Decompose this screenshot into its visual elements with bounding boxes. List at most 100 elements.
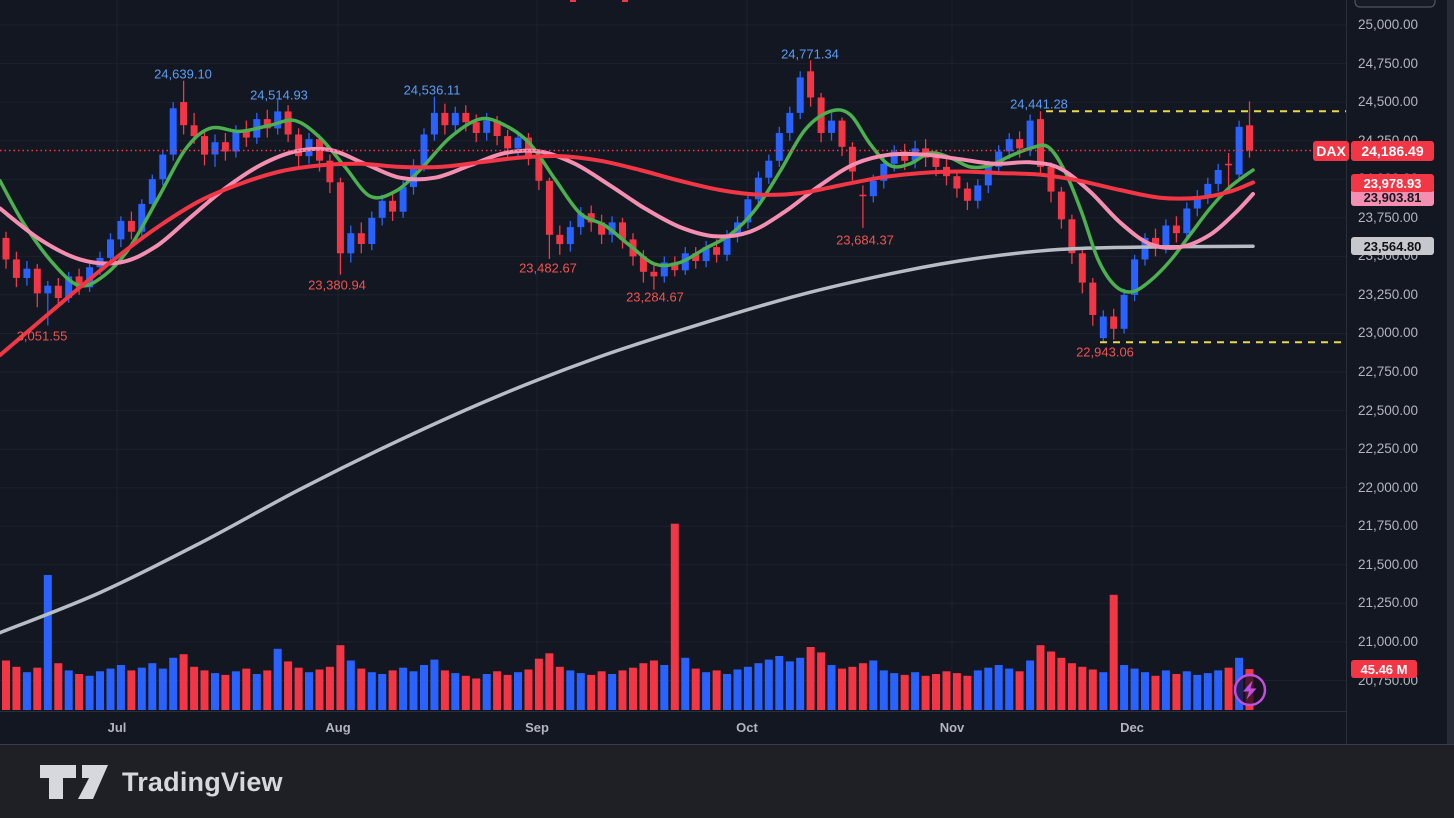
price-axis-label: 23,250.00 [1358,286,1419,302]
volume-bar [743,666,752,710]
candle-body [1068,219,1076,254]
scrollbar-strip[interactable] [1447,0,1454,744]
candle-body [274,111,282,129]
volume-bar [169,657,178,710]
candle-body [650,271,658,277]
candle-body [75,276,83,288]
candle-body [107,239,114,258]
candle-body [828,120,835,133]
candle-body [1152,237,1159,248]
volume-bar [1182,671,1191,710]
volume-bar [263,670,272,710]
volume-bar [305,672,313,710]
volume-bar [336,645,345,710]
candle-body [692,253,700,261]
candle-body [963,188,971,201]
lightning-bolt-icon [1243,680,1257,700]
candle-body [1089,282,1097,315]
candle-body [765,160,773,178]
candle-body [619,222,626,240]
tradingview-logo[interactable]: TradingView [40,763,283,801]
volume-bar [691,668,700,710]
candle-body [232,131,240,152]
candle-body [1193,196,1201,209]
volume-bar [838,668,846,710]
ma-red-slow [0,153,1255,358]
volume-bar [785,661,794,710]
candle-body [1246,125,1253,151]
volume-bar [493,671,502,710]
volume-bar [639,663,648,710]
price-axis-label: 23,000.00 [1358,325,1419,341]
volume-bar [629,667,637,710]
candle-body [723,236,731,255]
candle-body [336,182,344,254]
candle-body [995,151,1003,167]
candle-body [1078,253,1086,283]
volume-bar [1047,651,1055,710]
volume-bar [1036,645,1045,710]
volume-bar [325,666,334,710]
volume-bar [1067,663,1076,710]
volume-bar [96,671,104,710]
candle-body [838,120,846,147]
volume-bar [64,670,73,710]
volume-bar [775,656,784,710]
tradingview-logo-text: TradingView [122,766,283,797]
volume-bar [127,670,136,710]
volume-bar [315,669,324,710]
volume-bar [461,675,470,710]
volume-bar [942,671,951,710]
volume-bar [534,658,543,710]
candle-body [190,125,198,137]
volume-bar [670,523,679,710]
candle-body [201,136,208,155]
price-axis-label: 22,000.00 [1358,479,1419,495]
candle-body [1057,191,1065,220]
volume-bar [420,665,428,710]
price-axis-label: 22,250.00 [1358,441,1419,457]
time-axis-label-oct: Oct [736,720,758,735]
volume-bar [12,666,21,710]
volume-bar [1203,673,1212,710]
candle-body [545,180,553,235]
candle-body [1172,225,1180,234]
candle-body [326,160,334,183]
candle-body [1005,139,1013,152]
volume-bar [85,675,94,710]
ma-gray-price-badge[interactable]: 23,564.80 [1351,237,1434,255]
price-axis-label: 22,500.00 [1358,402,1419,418]
volume-bar [1078,666,1087,710]
volume-bar [33,667,42,710]
candle-body [1037,119,1044,167]
volume-bar [284,661,293,710]
volume-bar [796,657,805,710]
volume-bar [817,652,826,710]
candle-body [368,217,376,244]
ma-white-slow [0,244,1255,635]
symbol-badge[interactable]: DAX [1313,141,1349,161]
price-chart-canvas[interactable] [0,0,1454,744]
volume-bar [545,653,554,710]
candle-body [441,112,449,126]
time-axis[interactable]: Jul Aug Sep Oct Nov Dec [0,711,1346,744]
ma-pink-price-badge[interactable]: 23,903.81 [1351,189,1434,206]
candle-body [848,146,856,172]
volume-badge[interactable]: 45.46 M [1351,660,1417,678]
price-axis[interactable]: 25,000.0024,750.0024,500.0024,250.0024,0… [1346,0,1447,744]
volume-bar [1130,668,1139,710]
candle-body [483,120,491,133]
candle-body [1110,316,1118,329]
volume-bar [932,674,940,710]
volume-bar [1057,657,1066,710]
volume-bar [848,666,857,710]
last-price-badge[interactable]: 24,186.49 [1351,141,1434,161]
candle-body [1131,259,1139,295]
candle-body [1026,120,1034,149]
candle-body [775,133,783,161]
candle-body [807,71,815,98]
ma-red-price-badge[interactable]: 23,978.93 [1351,174,1434,192]
candle-body [138,203,146,232]
ma-green-fast [0,108,1255,294]
candle-body [1047,166,1055,192]
